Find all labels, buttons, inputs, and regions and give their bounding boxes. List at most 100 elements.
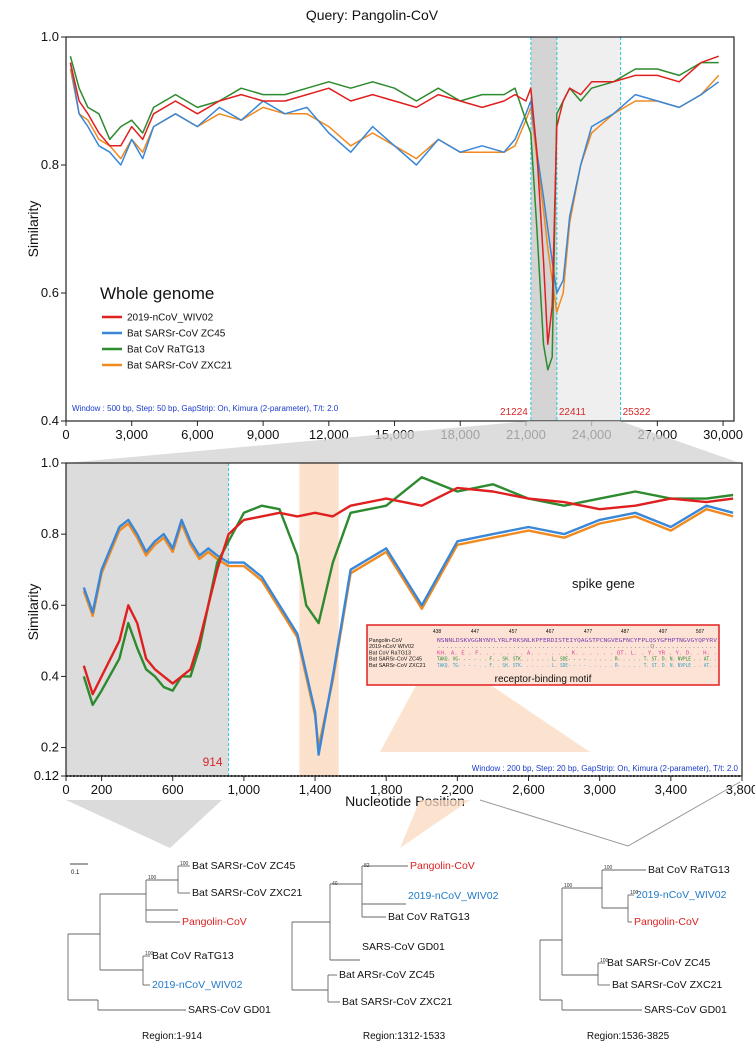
- position-marker-label: 21224: [500, 407, 528, 418]
- plot-frame: [65, 36, 735, 422]
- y-tick-label: 0.6: [41, 285, 59, 300]
- tree-leaf-label: Bat ARSr-CoV ZC45: [339, 969, 435, 981]
- alignment-sequence: ........................................…: [437, 644, 717, 650]
- bootstrap-value: 40: [332, 881, 338, 887]
- bootstrap-value: 100: [145, 951, 154, 957]
- figure-title: Query: Pangolin-CoV: [306, 7, 439, 23]
- inset-caption: receptor-binding motif: [495, 674, 592, 685]
- tree-leaf-label: 2019-nCoV_WIV02: [152, 979, 243, 991]
- alignment-sequence: KH. A. E . F. . . . . . . A. . . . . . K…: [437, 650, 717, 656]
- tree-leaf-label: SARS-CoV GD01: [188, 1004, 271, 1016]
- alignment-position: 477: [584, 629, 593, 635]
- y-tick-label: 0.4: [41, 413, 59, 428]
- x-tick-label: 200: [91, 782, 113, 797]
- tree-leaf-label: SARS-CoV GD01: [362, 941, 445, 953]
- alignment-row-name: Pangolin-CoV: [369, 638, 403, 644]
- x-tick-label: 1,000: [228, 782, 261, 797]
- x-tick-label: 2,200: [441, 782, 474, 797]
- alignment-sequence: TAKQ. VG- - - - . . F. . SH. STK. . . . …: [437, 657, 717, 663]
- alignment-position: 507: [696, 629, 705, 635]
- tree-leaf-label: Pangolin-CoV: [634, 916, 699, 928]
- tree-leaf-label: Bat CoV RaTG13: [648, 864, 730, 876]
- tree-connector-2: [400, 800, 470, 848]
- alignment-position: 487: [621, 629, 630, 635]
- scale-bar-label: 0.1: [71, 870, 80, 876]
- x-tick-label: 0: [62, 427, 69, 442]
- x-tick-label: 0: [62, 782, 69, 797]
- y-tick-label: 0.8: [41, 526, 59, 541]
- alignment-position: 497: [659, 629, 668, 635]
- tree-leaf-label: Bat SARSr-CoV ZC45: [192, 860, 295, 872]
- x-tick-label: 6,000: [181, 427, 214, 442]
- series-line: [82, 486, 734, 696]
- legend-label: Bat SARSr-CoV ZC45: [127, 329, 226, 340]
- phylogenetic-trees: 0.1 Bat SARSr-CoV ZC45 Bat SARSr-CoV ZXC21…: [67, 860, 730, 1042]
- legend: 2019-nCoV_WIV02 Bat SARSr-CoV ZC45 Bat CoV…: [102, 313, 232, 372]
- alignment-inset: 438 447 457 467 477 487 497 507 Pangolin-CoV NSN…: [366, 624, 720, 752]
- y-axis-label: Similarity: [25, 584, 41, 641]
- panel-title: spike gene: [572, 576, 635, 591]
- legend-label: 2019-nCoV_WIV02: [127, 313, 214, 324]
- x-tick-label: 600: [162, 782, 184, 797]
- series-line: [82, 504, 734, 756]
- shaded-region: [556, 37, 621, 421]
- tree-leaf-label: Bat SARSr-CoV ZXC21: [612, 979, 722, 991]
- position-marker-label: 914: [203, 755, 223, 769]
- bootstrap-value: 100: [180, 861, 189, 867]
- bootstrap-value: 100: [564, 883, 573, 889]
- inset-pointer: [380, 678, 590, 752]
- series-line: [82, 508, 734, 749]
- alignment-position: 447: [471, 629, 480, 635]
- alignment-position: 467: [546, 629, 555, 635]
- bootstrap-value: 82: [364, 863, 370, 869]
- tree-leaf-label: Bat CoV RaTG13: [388, 911, 470, 923]
- plot-frame: [65, 462, 743, 777]
- tree-leaf-label: 2019-nCoV_WIV02: [408, 890, 499, 902]
- bootstrap-value: 100: [600, 958, 609, 964]
- y-tick-label: 0.6: [41, 597, 59, 612]
- x-tick-label: 1,800: [370, 782, 403, 797]
- y-tick-label: 1.0: [41, 29, 59, 44]
- position-marker-label: 25322: [623, 407, 651, 418]
- series-line: [69, 55, 719, 345]
- zoom-connector: [66, 421, 740, 463]
- x-tick-label: 3,400: [655, 782, 688, 797]
- tree-connector-1: [66, 800, 222, 848]
- tree-region-label: Region:1-914: [142, 1031, 202, 1042]
- whole-genome-panel: 0.40.60.81.0 03,0006,0009,00012,00015,00…: [25, 29, 743, 442]
- tree-leaf-label: Pangolin-CoV: [410, 860, 475, 872]
- settings-note: Window : 500 bp, Step: 50 bp, GapStrip: …: [72, 404, 339, 413]
- bootstrap-value: 100: [630, 890, 639, 896]
- x-tick-label: 3,000: [115, 427, 148, 442]
- spike-gene-panel: 0.12 0.2 0.4 0.6 0.8 1.0 0 200 600 1,000 1,400 1,8…: [25, 455, 755, 809]
- tree-leaf-label: SARS-CoV GD01: [644, 1004, 727, 1016]
- tree-leaf-label: Bat SARSr-CoV ZC45: [607, 957, 710, 969]
- legend-label: Bat SARSr-CoV ZXC21: [127, 361, 232, 372]
- series-line: [69, 62, 720, 294]
- alignment-row-name: 2019-nCoV WIV02: [369, 644, 414, 650]
- tree-leaf-label: Bat SARSr-CoV ZXC21: [192, 887, 302, 899]
- x-tick-label: 3,800: [726, 782, 755, 797]
- x-tick-label: 2,600: [512, 782, 545, 797]
- x-tick-label: 30,000: [703, 427, 743, 442]
- y-tick-label: 0.12: [34, 768, 59, 783]
- shaded-region: [66, 463, 229, 776]
- alignment-position: 438: [433, 629, 442, 635]
- tree-region-label: Region:1536-3825: [587, 1031, 670, 1042]
- x-tick-label: 12,000: [309, 427, 349, 442]
- bootstrap-value: 100: [604, 865, 613, 871]
- panel-title: Whole genome: [100, 284, 214, 303]
- y-tick-label: 0.8: [41, 157, 59, 172]
- alignment-row-name: Bat SARSr-CoV ZC45: [369, 657, 422, 663]
- tree-region-label: Region:1312-1533: [363, 1031, 446, 1042]
- series-line: [69, 56, 719, 371]
- alignment-position: 457: [509, 629, 518, 635]
- alignment-row-name: Bat CoV RaTG13: [369, 650, 411, 656]
- position-marker-label: 22411: [559, 407, 587, 418]
- alignment-row-name: Bat SARSr-CoV ZXC21: [369, 663, 426, 669]
- tree-leaf-label: 2019-nCoV_WIV02: [636, 889, 727, 901]
- x-tick-label: 3,000: [583, 782, 616, 797]
- y-tick-label: 0.2: [41, 740, 59, 755]
- x-tick-label: 9,000: [247, 427, 280, 442]
